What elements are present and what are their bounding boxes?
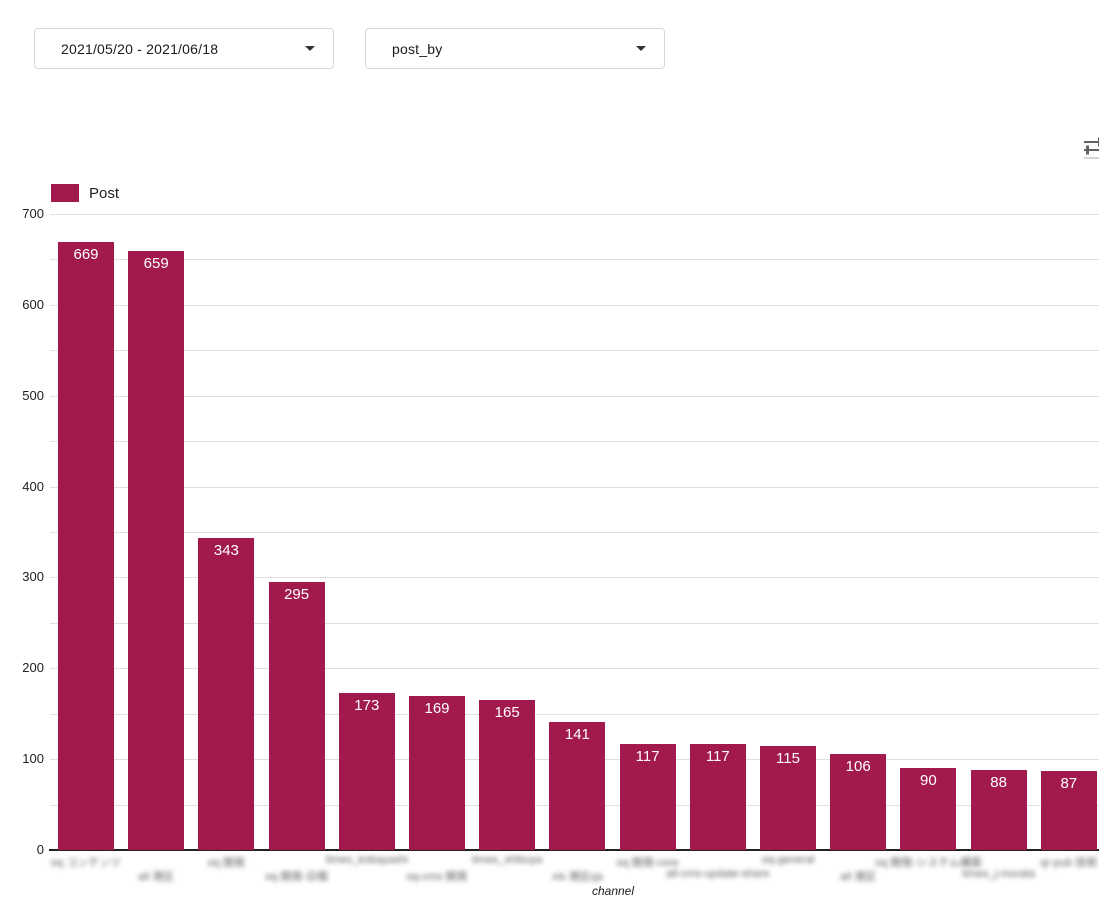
- bar-4[interactable]: 295: [268, 581, 325, 850]
- x-category-label: oq 開発: [207, 857, 246, 869]
- bar-2[interactable]: 659: [128, 251, 185, 850]
- y-tick-label: 600: [22, 296, 44, 312]
- x-category-label: all 港区: [840, 871, 877, 883]
- post-by-dropdown[interactable]: post_by: [365, 28, 665, 69]
- chevron-down-icon: [636, 46, 646, 51]
- gridline: [50, 304, 1099, 306]
- bar-value-label: 141: [564, 725, 590, 743]
- gridline: [50, 577, 1099, 579]
- bar-15[interactable]: 87: [1040, 770, 1097, 850]
- bar-1[interactable]: 669: [58, 242, 114, 850]
- bar-value-label: 117: [705, 747, 730, 765]
- bar-10[interactable]: 117: [689, 743, 746, 850]
- gridline: [50, 259, 1099, 261]
- x-category-label: oq 開発-システム構築: [875, 857, 982, 869]
- y-tick-label: 300: [22, 569, 44, 585]
- gridline: [50, 214, 1099, 215]
- bar-14[interactable]: 88: [970, 770, 1027, 850]
- y-tick-label: 400: [22, 478, 44, 494]
- bar-value-label: 87: [1060, 774, 1078, 792]
- x-axis-line: [49, 849, 1099, 851]
- x-category-label: times_j-murata: [962, 868, 1035, 880]
- bar-value-label: 90: [920, 772, 937, 790]
- bar-12[interactable]: 106: [830, 753, 887, 850]
- bar-value-label: 343: [213, 542, 239, 560]
- x-category-label: oq-cms 開発: [406, 871, 468, 883]
- bar-9[interactable]: 117: [619, 743, 676, 850]
- x-category-label: oq コンテンツ: [50, 857, 122, 869]
- x-category-label: oq 開発-core: [616, 857, 679, 869]
- bar-value-label: 115: [776, 749, 800, 767]
- y-tick-label: 200: [22, 660, 44, 676]
- bar-8[interactable]: 141: [549, 721, 606, 850]
- gridline: [50, 395, 1099, 397]
- y-tick-label: 500: [22, 387, 44, 403]
- bar-7[interactable]: 165: [479, 700, 536, 850]
- x-category-label: times_kobayashi: [325, 854, 408, 866]
- gridline: [50, 486, 1099, 488]
- x-category-label: oq-general: [761, 854, 815, 866]
- bar-value-label: 106: [845, 757, 871, 775]
- bar-5[interactable]: 173: [338, 692, 395, 850]
- x-category-label: times_shibuya: [472, 854, 543, 866]
- bar-11[interactable]: 115: [760, 745, 816, 850]
- date-range-dropdown[interactable]: 2021/05/20 - 2021/06/18: [34, 28, 334, 69]
- legend-swatch-post: [51, 184, 79, 202]
- x-category-label: qr-pub 技術: [1040, 857, 1098, 869]
- gridline: [50, 532, 1099, 533]
- gridline: [50, 350, 1099, 352]
- bar-value-label: 117: [635, 747, 660, 765]
- x-category-label: oq 開発-日報: [265, 871, 329, 883]
- bar-13[interactable]: 90: [900, 768, 957, 850]
- legend-label: Post: [89, 184, 120, 202]
- bar-value-label: 165: [494, 704, 520, 722]
- post-by-value: post_by: [392, 40, 443, 57]
- y-tick-label: 700: [22, 206, 44, 221]
- bar-3[interactable]: 343: [198, 538, 255, 850]
- bar-value-label: 659: [143, 255, 169, 273]
- bar-value-label: 169: [424, 700, 450, 718]
- gridline: [50, 668, 1099, 670]
- gridline: [50, 441, 1099, 443]
- x-axis-title: channel: [591, 884, 635, 898]
- bar-value-label: 669: [73, 246, 99, 264]
- x-category-label: xls 港区qa: [552, 871, 603, 883]
- y-tick-label: 0: [36, 842, 44, 857]
- y-tick-label: 100: [22, 751, 44, 767]
- x-category-label: all 港区: [138, 871, 175, 883]
- bar-value-label: 88: [990, 774, 1007, 792]
- chart-legend: Post: [51, 184, 119, 202]
- bar-6[interactable]: 169: [409, 696, 465, 850]
- bar-value-label: 295: [284, 585, 310, 603]
- gridline: [50, 713, 1099, 715]
- x-category-label: all-cms-update-share: [666, 868, 770, 880]
- chevron-down-icon: [305, 46, 315, 51]
- bar-value-label: 173: [354, 696, 380, 714]
- gridline: [50, 622, 1099, 624]
- date-range-value: 2021/05/20 - 2021/06/18: [61, 40, 219, 57]
